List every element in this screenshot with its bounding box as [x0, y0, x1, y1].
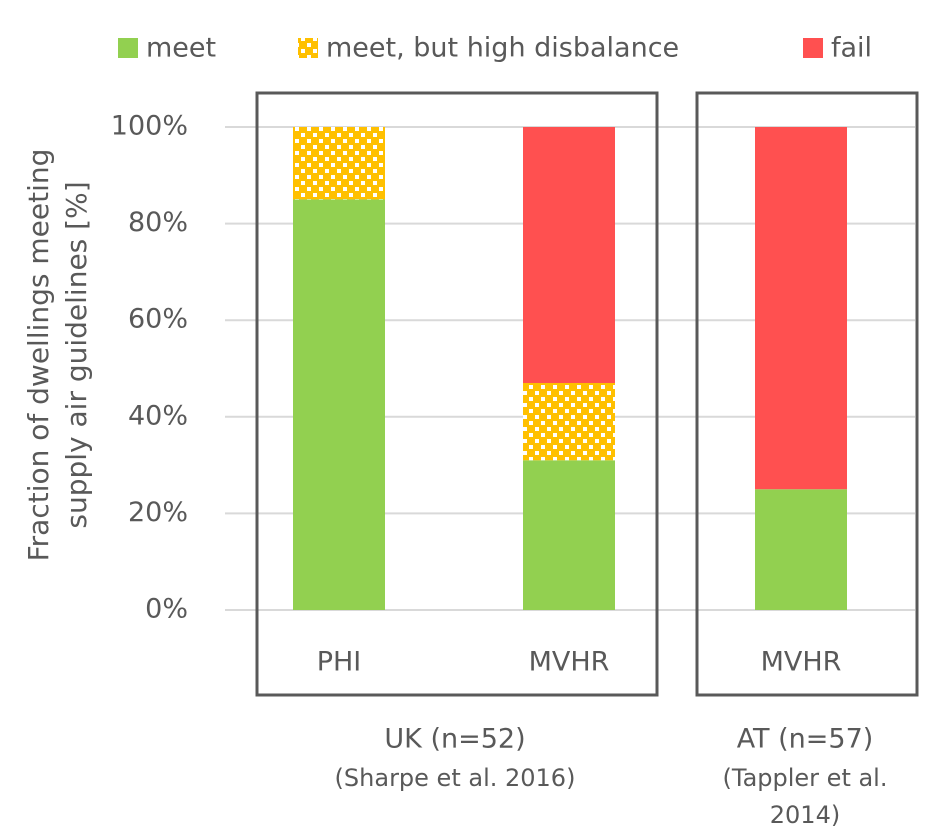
group-sublabel: 2014) [770, 801, 840, 829]
y-tick-label: 80% [128, 207, 188, 238]
y-tick-label: 60% [128, 304, 188, 335]
y-axis-label: Fraction of dwellings meeting [22, 149, 55, 562]
y-tick-label: 100% [111, 111, 188, 142]
bar-segment [523, 127, 615, 383]
x-tick-label: MVHR [761, 647, 842, 678]
group-label: UK (n=52) [384, 724, 525, 755]
legend-label: fail [831, 33, 872, 64]
y-tick-label: 20% [128, 497, 188, 528]
legend-label: meet [146, 33, 216, 64]
bar-segment [293, 127, 385, 200]
legend-swatch [298, 38, 318, 58]
bar-segment [755, 489, 847, 610]
legend-swatch [118, 38, 138, 58]
bar-segment [523, 460, 615, 610]
group-box [255, 91, 659, 697]
bar-segment [755, 127, 847, 490]
group-sublabel: (Tappler et al. [723, 764, 888, 792]
group-sublabel: (Sharpe et al. 2016) [335, 764, 576, 792]
group-label: AT (n=57) [737, 724, 874, 755]
x-tick-label: MVHR [529, 647, 610, 678]
bar-segment [523, 382, 615, 461]
y-tick-label: 0% [145, 594, 188, 625]
legend-label: meet, but high disbalance [326, 33, 679, 64]
y-axis-label: supply air guidelines [%] [60, 181, 93, 528]
legend-swatch [803, 38, 823, 58]
x-tick-label: PHI [317, 647, 362, 678]
bar-segment [293, 199, 385, 610]
group-box [695, 91, 919, 697]
y-tick-label: 40% [128, 400, 188, 431]
